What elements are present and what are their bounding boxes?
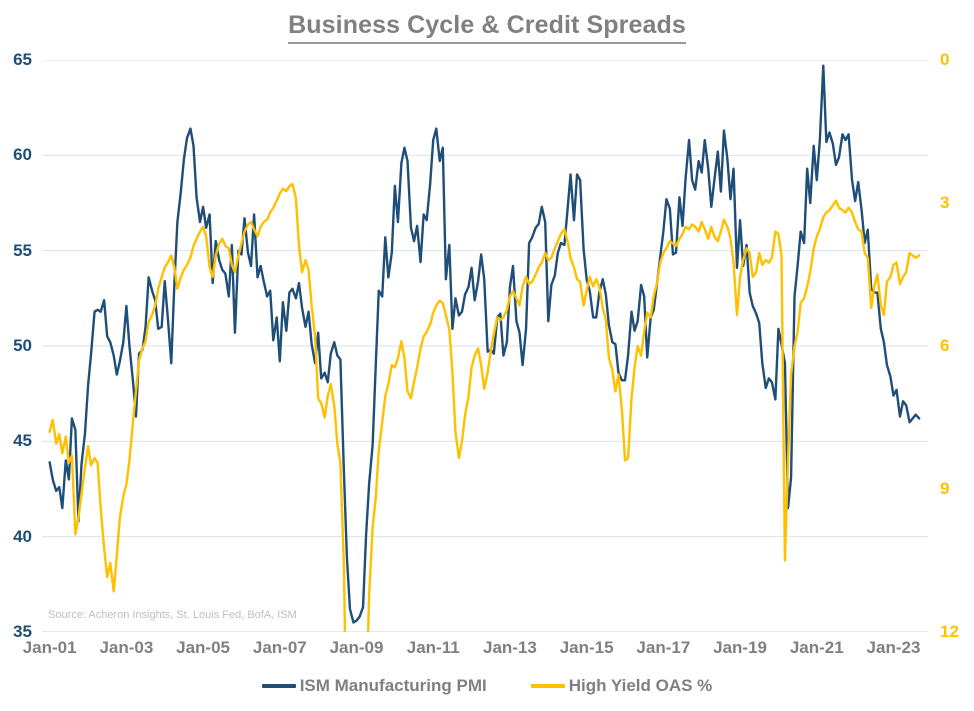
x-axis-tick: Jan-21 — [789, 638, 844, 657]
series-lines — [48, 64, 921, 632]
x-axis-tick: Jan-11 — [406, 638, 460, 657]
x-axis-tick: Jan-09 — [329, 638, 384, 657]
x-axis-tick: Jan-03 — [99, 638, 154, 657]
x-axis-tick: Jan-15 — [559, 638, 614, 657]
x-axis-tick: Jan-07 — [252, 638, 307, 657]
chart-title: Business Cycle & Credit Spreads — [0, 11, 974, 44]
legend-item-oas[interactable]: High Yield OAS % — [530, 676, 713, 696]
chart-title-text: Business Cycle & Credit Spreads — [288, 11, 686, 44]
legend-swatch-pmi — [261, 684, 296, 688]
legend-label-pmi: ISM Manufacturing PMI — [299, 676, 487, 695]
legend-item-pmi[interactable]: ISM Manufacturing PMI — [261, 676, 487, 696]
y-axis-right-tick: 0 — [940, 50, 950, 69]
y-axis-right-tick: 12 — [940, 622, 959, 641]
y-axis-left-tick: 50 — [13, 336, 32, 355]
plot-area — [42, 60, 928, 632]
legend-label-oas: High Yield OAS % — [568, 676, 713, 695]
y-axis-left-tick: 45 — [13, 431, 32, 451]
legend-swatch-oas — [530, 684, 565, 688]
x-axis-tick: Jan-23 — [866, 638, 921, 657]
y-axis-right-tick: 3 — [940, 193, 950, 212]
chart-plot-svg — [42, 60, 928, 632]
series-line-oas — [48, 182, 921, 632]
y-axis-right-tick: 9 — [940, 479, 950, 498]
x-axis-tick: Jan-05 — [176, 638, 231, 657]
x-axis-labels: Jan-01 Jan-03 Jan-05 Jan-07 Jan-09 Jan-11 Jan-… — [0, 638, 974, 664]
chart-legend: ISM Manufacturing PMI High Yield OAS % — [0, 676, 974, 696]
series-line-pmi — [48, 64, 921, 624]
y-axis-left-tick: 55 — [13, 240, 32, 260]
x-axis-tick: Jan-01 — [22, 638, 77, 657]
x-axis-tick: Jan-17 — [636, 638, 691, 657]
y-axis-right-labels: 0 3 6 9 12 — [934, 0, 974, 711]
y-axis-left-tick: 65 — [13, 50, 32, 69]
y-axis-left-labels: 35 40 45 50 55 60 65 — [0, 0, 40, 711]
y-axis-left-tick: 40 — [13, 526, 32, 546]
y-axis-left-tick: 35 — [13, 622, 32, 641]
y-axis-right-tick: 6 — [940, 336, 950, 355]
x-axis-tick: Jan-13 — [482, 638, 537, 657]
source-note: Source: Acheron Insights, St. Louis Fed,… — [48, 609, 297, 621]
y-axis-left-tick: 60 — [13, 145, 32, 165]
x-axis-tick: Jan-19 — [713, 638, 767, 657]
